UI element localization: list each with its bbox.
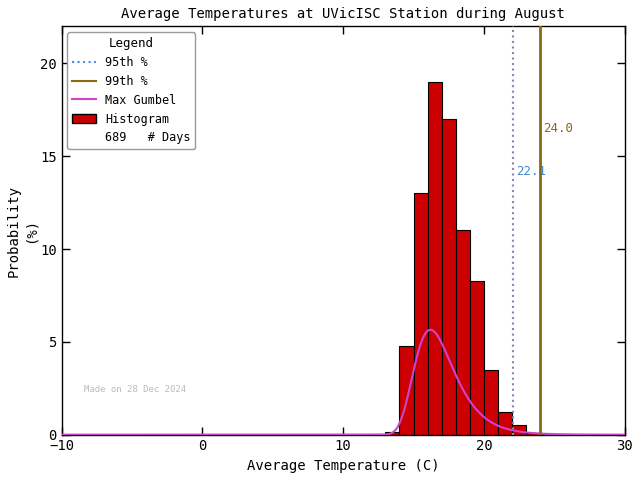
Bar bbox=[442, 119, 456, 434]
Text: 22.1: 22.1 bbox=[516, 165, 547, 178]
Legend: 95th %, 99th %, Max Gumbel, Histogram, 689   # Days: 95th %, 99th %, Max Gumbel, Histogram, 6… bbox=[67, 32, 195, 149]
X-axis label: Average Temperature (C): Average Temperature (C) bbox=[247, 459, 440, 473]
Bar bbox=[413, 193, 428, 434]
Bar bbox=[456, 230, 470, 434]
Bar bbox=[399, 346, 413, 434]
Text: Made on 28 Dec 2024: Made on 28 Dec 2024 bbox=[84, 385, 186, 394]
Bar bbox=[526, 433, 540, 434]
Bar bbox=[498, 412, 512, 434]
Bar bbox=[385, 432, 399, 434]
Text: 24.0: 24.0 bbox=[543, 122, 573, 135]
Title: Average Temperatures at UVicISC Station during August: Average Temperatures at UVicISC Station … bbox=[121, 7, 565, 21]
Y-axis label: Probability
(%): Probability (%) bbox=[7, 184, 37, 276]
Bar bbox=[512, 425, 526, 434]
Bar bbox=[470, 281, 484, 434]
Bar bbox=[484, 370, 498, 434]
Bar bbox=[428, 82, 442, 434]
